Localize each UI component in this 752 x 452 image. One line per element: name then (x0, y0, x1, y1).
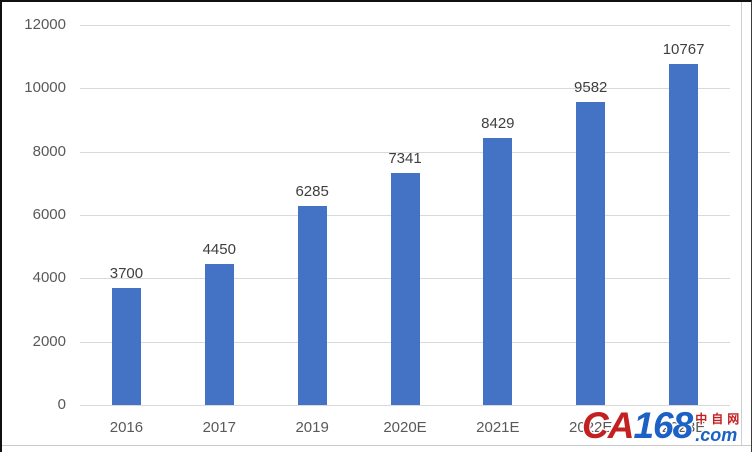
x-tick-label-2020E: 2020E (383, 419, 427, 436)
watermark-text-stack: 中自网 .com (695, 412, 743, 445)
gridline-0 (80, 405, 730, 406)
bar-2020E (390, 172, 420, 405)
x-tick-label-2023E: 2023E (661, 419, 706, 436)
watermark-ca-text: CA (582, 405, 634, 446)
chart-border-right (741, 2, 742, 445)
y-tick-label-6000: 6000 (32, 206, 66, 223)
bar-2017 (204, 264, 234, 405)
x-tick-label-2019: 2019 (295, 419, 329, 436)
gridline-12000 (80, 25, 730, 26)
bar-2023E (669, 64, 699, 405)
data-label-2022E: 9582 (574, 78, 608, 96)
x-tick-label-2017: 2017 (202, 419, 236, 436)
data-label-2020E: 7341 (388, 149, 422, 167)
x-tick-label-2016: 2016 (109, 419, 144, 436)
watermark-ca168-logo: CA 168 中自网 .com (582, 403, 743, 445)
data-label-2023E: 10767 (662, 41, 705, 59)
bar-2016 (111, 287, 141, 405)
gridline-10000 (80, 88, 730, 90)
y-tick-label-12000: 12000 (24, 16, 66, 33)
data-label-2016: 3700 (109, 264, 144, 282)
y-tick-label-10000: 10000 (24, 79, 66, 97)
bar-2019 (297, 205, 327, 405)
data-label-2017: 4450 (202, 241, 236, 259)
watermark-com-text: .com (695, 425, 738, 445)
x-tick-label-2022E: 2022E (569, 419, 613, 436)
watermark-cn-text: 中自网 (695, 412, 744, 426)
gridline-8000 (80, 151, 730, 153)
chart-border-bottom (2, 445, 751, 446)
y-tick-label-0: 0 (57, 396, 66, 413)
watermark-168-text: 168 (633, 405, 693, 446)
data-label-2019: 6285 (295, 182, 329, 200)
y-tick-label-4000: 4000 (32, 269, 66, 287)
data-label-2021E: 8429 (481, 115, 515, 133)
y-tick-label-8000: 8000 (32, 142, 66, 160)
bar-2021E (483, 138, 513, 405)
x-tick-label-2021E: 2021E (476, 419, 520, 436)
bar-2022E (576, 101, 606, 405)
y-tick-label-2000: 2000 (32, 332, 66, 350)
